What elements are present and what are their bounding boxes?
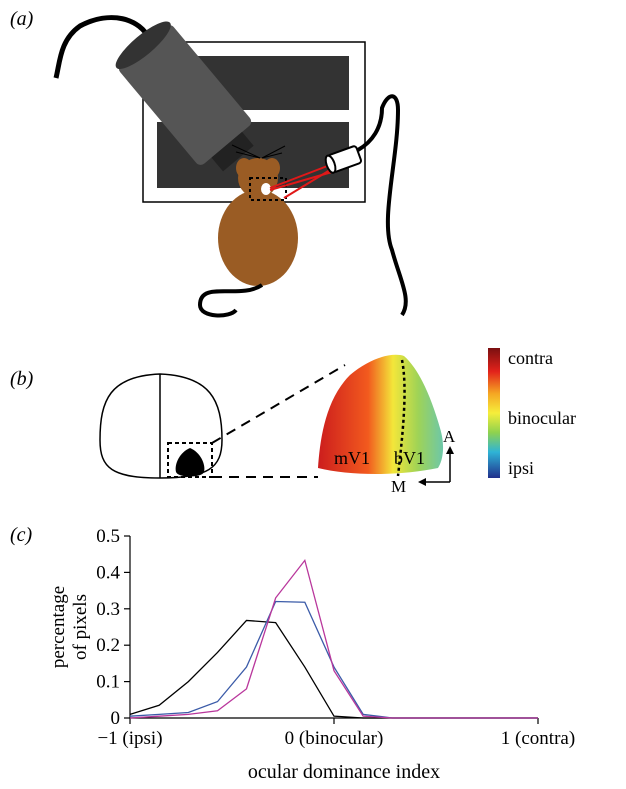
series-line-3 — [129, 558, 538, 719]
mouse-ear-left — [236, 158, 252, 178]
series-line-2 — [129, 600, 538, 719]
mv1-label: mV1 — [334, 448, 370, 468]
light-source-cable — [356, 94, 408, 317]
y-axis-label-line2: of pixels — [70, 594, 91, 660]
x-tick-label: 1 (contra) — [501, 728, 575, 749]
panel-c: (c) 0 0.1 0.2 0.3 0.4 0.5 −1 (ipsi) 0 (binocula… — [0, 520, 626, 784]
y-tick-label: 0.3 — [96, 599, 120, 620]
x-tick-label: −1 (ipsi) — [97, 728, 162, 749]
eye — [261, 183, 271, 195]
colorbar-bottom-label: ipsi — [508, 458, 534, 478]
zoom-line-top — [211, 364, 346, 444]
y-tick-label: 0.1 — [96, 672, 120, 693]
binocular-border — [396, 359, 406, 477]
mouse-tail — [197, 283, 264, 318]
colorbar — [488, 348, 500, 478]
od-distribution-chart: 0 0.1 0.2 0.3 0.4 0.5 −1 (ipsi) 0 (binocular) 1 … — [48, 526, 575, 783]
bv1-label: bV1 — [394, 448, 425, 468]
anterior-label: A — [443, 427, 456, 446]
y-tick-label: 0 — [111, 708, 121, 729]
mouse-ear-right — [264, 158, 280, 178]
colorbar-middle-label: binocular — [508, 408, 576, 428]
light-source-icon — [324, 145, 362, 174]
experiment-setup-illustration — [53, 15, 408, 318]
whiskers — [231, 144, 286, 159]
chart-series — [129, 558, 538, 719]
orientation-arrows — [424, 452, 451, 483]
cortex-map-illustration: mV1 bV1 A M contra binocular ipsi — [99, 348, 576, 496]
panel-b-label: (b) — [10, 368, 34, 390]
panel-c-label: (c) — [10, 524, 33, 546]
x-tick-label: 0 (binocular) — [285, 728, 384, 749]
panel-a: (a) — [0, 0, 626, 330]
panel-a-label: (a) — [10, 8, 34, 30]
anterior-arrowhead-icon — [446, 446, 454, 454]
mouse-body — [218, 190, 298, 286]
panel-b: (b) — [0, 330, 626, 520]
v1-region — [175, 448, 205, 477]
y-axis-label-line1: percentage — [48, 586, 69, 668]
brain-outline — [99, 373, 223, 479]
camera-cable — [53, 15, 153, 79]
chart-axes: 0 0.1 0.2 0.3 0.4 0.5 −1 (ipsi) 0 (binocular) 1 … — [96, 526, 575, 749]
medial-arrowhead-icon — [418, 478, 426, 486]
laser-beams — [269, 164, 333, 199]
y-tick-label: 0.2 — [96, 635, 120, 656]
colorbar-top-label: contra — [508, 348, 553, 368]
y-tick-label: 0.4 — [96, 562, 120, 583]
ocular-dominance-map — [318, 354, 444, 474]
imaging-window — [249, 177, 287, 201]
y-tick-label: 0.5 — [96, 526, 120, 547]
v1-selection-box — [167, 442, 213, 478]
objective-icon — [115, 21, 254, 172]
medial-label: M — [391, 477, 406, 496]
x-axis-label: ocular dominance index — [248, 761, 440, 783]
